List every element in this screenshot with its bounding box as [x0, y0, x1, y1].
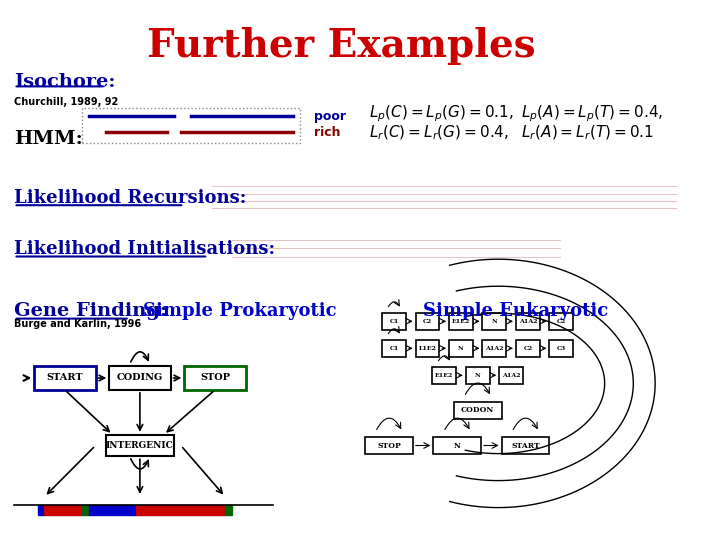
- Bar: [45, 505, 82, 515]
- FancyBboxPatch shape: [184, 366, 246, 390]
- FancyBboxPatch shape: [433, 437, 481, 454]
- Text: N: N: [475, 373, 480, 378]
- FancyBboxPatch shape: [516, 313, 540, 330]
- FancyBboxPatch shape: [454, 402, 502, 419]
- FancyBboxPatch shape: [449, 313, 473, 330]
- Text: $L_r(C){=}L_r(G){=}0.4,\ \ L_r(A){=}L_r(T){=}0.1$: $L_r(C){=}L_r(G){=}0.4,\ \ L_r(A){=}L_r(…: [369, 123, 653, 141]
- Text: Likelihood Initialisations:: Likelihood Initialisations:: [14, 240, 275, 258]
- Text: N: N: [454, 442, 461, 449]
- FancyBboxPatch shape: [549, 340, 573, 357]
- Bar: [225, 505, 232, 515]
- Bar: [137, 505, 225, 515]
- Text: STOP: STOP: [200, 374, 230, 382]
- Text: L1E2: L1E2: [418, 346, 436, 351]
- Text: $L_p(C){=}L_p(G){=}0.1,\ L_p(A){=}L_p(T){=}0.4,$: $L_p(C){=}L_p(G){=}0.1,\ L_p(A){=}L_p(T)…: [369, 103, 662, 124]
- FancyBboxPatch shape: [106, 435, 174, 456]
- Text: STOP: STOP: [377, 442, 401, 449]
- Text: Further Examples: Further Examples: [147, 27, 536, 65]
- Text: C1: C1: [390, 346, 399, 351]
- FancyBboxPatch shape: [109, 366, 171, 390]
- Text: HMM:: HMM:: [14, 130, 82, 147]
- Text: A1A2: A1A2: [502, 373, 521, 378]
- FancyBboxPatch shape: [365, 437, 413, 454]
- Text: Burge and Karlin, 1996: Burge and Karlin, 1996: [14, 319, 141, 329]
- Bar: [89, 505, 137, 515]
- FancyBboxPatch shape: [549, 313, 573, 330]
- FancyBboxPatch shape: [482, 340, 506, 357]
- Text: C2: C2: [423, 319, 432, 324]
- Text: Gene Finding:: Gene Finding:: [14, 302, 167, 320]
- FancyBboxPatch shape: [482, 313, 506, 330]
- Text: poor: poor: [314, 110, 346, 123]
- Text: START: START: [47, 374, 83, 382]
- FancyBboxPatch shape: [449, 340, 473, 357]
- Text: A1A2: A1A2: [518, 319, 537, 324]
- Text: E1E2: E1E2: [435, 373, 454, 378]
- Text: CODING: CODING: [117, 374, 163, 382]
- Text: C3: C3: [557, 346, 566, 351]
- FancyBboxPatch shape: [432, 367, 456, 384]
- FancyBboxPatch shape: [415, 313, 439, 330]
- Text: INTERGENIC: INTERGENIC: [106, 441, 174, 450]
- FancyBboxPatch shape: [382, 313, 406, 330]
- Text: CODON: CODON: [461, 407, 495, 414]
- Text: C2: C2: [523, 346, 532, 351]
- Text: START: START: [511, 442, 540, 449]
- FancyBboxPatch shape: [34, 366, 96, 390]
- FancyBboxPatch shape: [499, 367, 523, 384]
- Text: N: N: [492, 319, 498, 324]
- Text: Likelihood Recursions:: Likelihood Recursions:: [14, 189, 246, 207]
- FancyBboxPatch shape: [382, 340, 406, 357]
- Text: E1E2: E1E2: [452, 319, 470, 324]
- Text: Simple Eukaryotic: Simple Eukaryotic: [423, 302, 608, 320]
- FancyBboxPatch shape: [415, 340, 439, 357]
- Text: C1: C1: [390, 319, 399, 324]
- Bar: [82, 505, 89, 515]
- Text: N: N: [458, 346, 464, 351]
- Text: C2: C2: [557, 319, 566, 324]
- FancyBboxPatch shape: [516, 340, 540, 357]
- Bar: [37, 505, 45, 515]
- FancyBboxPatch shape: [466, 367, 490, 384]
- Text: Isochore:: Isochore:: [14, 73, 115, 91]
- Text: Churchill, 1989, 92: Churchill, 1989, 92: [14, 97, 118, 107]
- Text: Simple Prokaryotic: Simple Prokaryotic: [143, 302, 337, 320]
- Text: rich: rich: [314, 126, 341, 139]
- Text: A1A2: A1A2: [485, 346, 504, 351]
- FancyBboxPatch shape: [502, 437, 549, 454]
